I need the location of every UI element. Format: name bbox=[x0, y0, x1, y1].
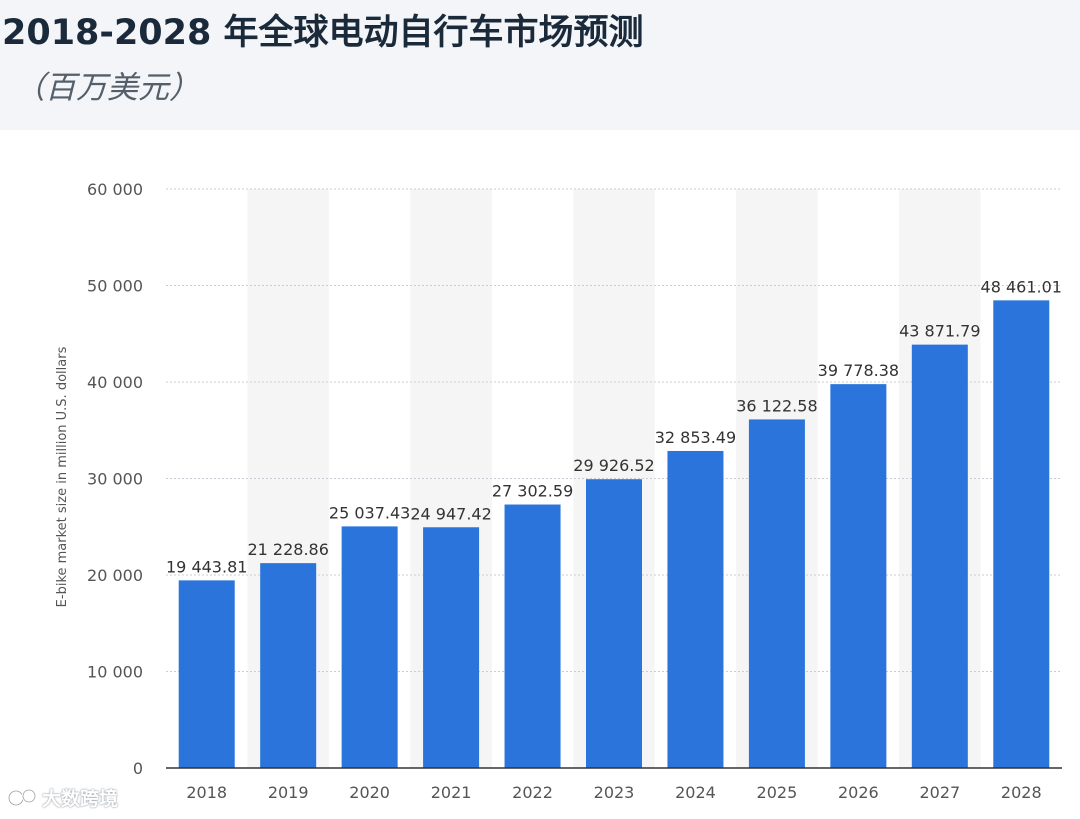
y-tick-label: 20 000 bbox=[87, 566, 143, 585]
data-label: 48 461.01 bbox=[981, 277, 1062, 296]
bar-2018 bbox=[178, 580, 235, 768]
bar-2022 bbox=[504, 504, 561, 768]
data-label: 27 302.59 bbox=[492, 482, 573, 501]
bar-2020 bbox=[341, 526, 398, 768]
data-label: 24 947.42 bbox=[410, 504, 491, 523]
bar-2023 bbox=[586, 479, 642, 768]
x-tick-label: 2027 bbox=[919, 783, 960, 802]
y-tick-label: 50 000 bbox=[87, 277, 143, 296]
y-tick-label: 0 bbox=[133, 759, 143, 778]
x-tick-label: 2018 bbox=[186, 783, 227, 802]
data-label: 21 228.86 bbox=[247, 540, 328, 559]
data-label: 43 871.79 bbox=[899, 322, 980, 341]
bar-2019 bbox=[260, 563, 317, 768]
bar-2024 bbox=[667, 450, 724, 768]
bar-2028 bbox=[993, 300, 1050, 768]
bar-2025 bbox=[748, 419, 805, 768]
bar-2027 bbox=[911, 344, 968, 768]
y-axis-label: E-bike market size in million U.S. dolla… bbox=[55, 346, 70, 607]
watermark-text: 大数跨境 bbox=[42, 788, 119, 810]
x-tick-label: 2021 bbox=[431, 783, 472, 802]
logo-icon bbox=[8, 788, 37, 806]
x-tick-label: 2026 bbox=[838, 783, 879, 802]
chart-subtitle: （百万美元） bbox=[14, 70, 200, 106]
bar-2021 bbox=[423, 527, 480, 768]
x-tick-label: 2024 bbox=[675, 783, 716, 802]
x-tick-label: 2020 bbox=[349, 783, 390, 802]
data-label: 19 443.81 bbox=[166, 557, 247, 576]
x-tick-label: 2023 bbox=[594, 783, 635, 802]
x-tick-label: 2022 bbox=[512, 783, 553, 802]
chart-title: 2018-2028 年全球电动自行车市场预测 bbox=[2, 13, 644, 53]
x-tick-label: 2028 bbox=[1001, 783, 1042, 802]
watermark: 大数跨境 bbox=[8, 784, 118, 811]
x-tick-label: 2019 bbox=[268, 783, 309, 802]
y-tick-label: 30 000 bbox=[87, 470, 143, 489]
data-label: 29 926.52 bbox=[573, 456, 654, 475]
data-label: 32 853.49 bbox=[655, 428, 736, 447]
data-label: 39 778.38 bbox=[818, 361, 899, 380]
y-tick-label: 60 000 bbox=[87, 180, 143, 199]
data-label: 36 122.58 bbox=[736, 396, 817, 415]
data-label: 25 037.43 bbox=[329, 503, 410, 522]
x-tick-label: 2025 bbox=[757, 783, 798, 802]
bar-2026 bbox=[830, 384, 887, 768]
y-tick-label: 10 000 bbox=[87, 663, 143, 682]
y-tick-label: 40 000 bbox=[87, 373, 143, 392]
